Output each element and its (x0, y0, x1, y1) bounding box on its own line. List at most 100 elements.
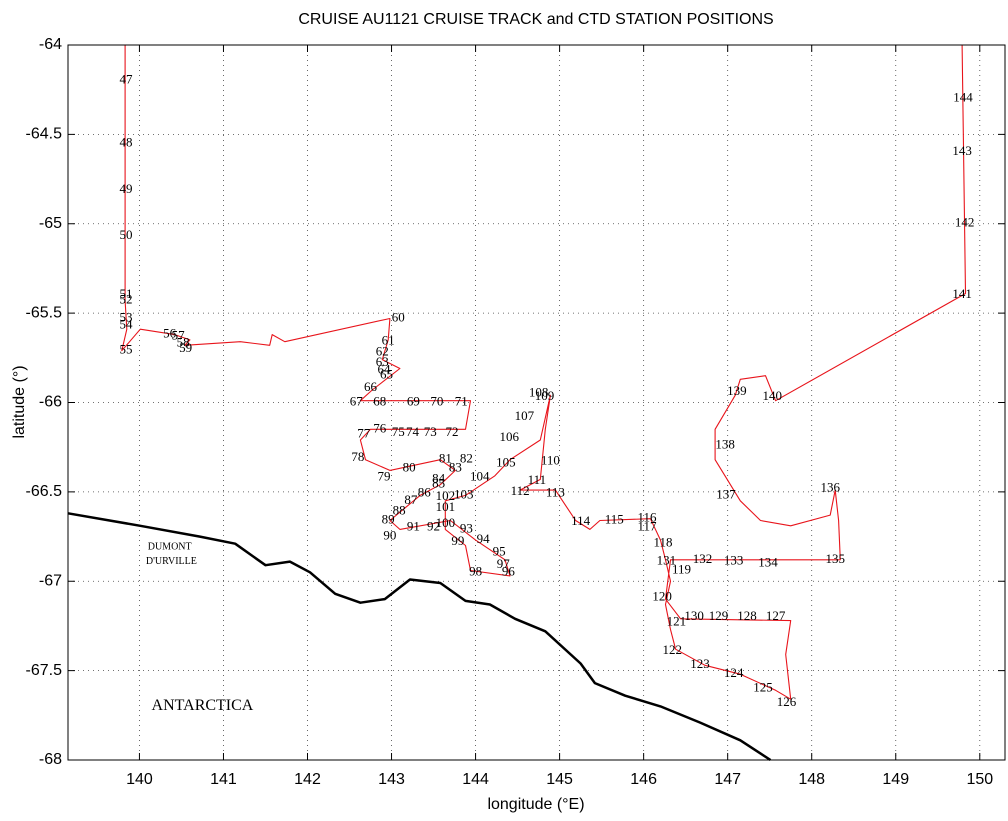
station-label: 134 (758, 554, 778, 569)
station-label: 92 (427, 519, 440, 534)
coastline (67, 512, 772, 762)
station-label: 84 (432, 470, 446, 485)
x-tick-label: 142 (294, 771, 321, 788)
station-label: 77 (357, 426, 371, 441)
station-label: 54 (119, 317, 133, 332)
station-label: 87 (404, 492, 418, 507)
station-label: 70 (430, 393, 443, 408)
station-label: 120 (652, 588, 672, 603)
station-label: 56 (163, 326, 177, 341)
place-label: D'URVILLE (146, 556, 197, 567)
station-label: 99 (451, 533, 464, 548)
station-label: 119 (672, 562, 691, 577)
place-label: ANTARCTICA (152, 697, 254, 714)
station-label: 123 (690, 656, 710, 671)
y-tick-label: -66 (39, 394, 62, 411)
station-label: 133 (724, 553, 744, 568)
station-label: 144 (953, 90, 973, 105)
station-label: 126 (777, 694, 797, 709)
station-label: 72 (446, 424, 459, 439)
station-label: 94 (477, 531, 491, 546)
station-label: 141 (952, 286, 972, 301)
station-label: 67 (350, 393, 364, 408)
y-tick-label: -64.5 (26, 126, 63, 143)
station-label: 140 (762, 388, 782, 403)
station-label: 138 (715, 436, 735, 451)
y-tick-label: -67 (39, 572, 62, 589)
station-label: 82 (460, 451, 473, 466)
station-label: 108 (529, 385, 549, 400)
station-label: 88 (393, 503, 406, 518)
station-label: 86 (418, 485, 432, 500)
station-label: 103 (454, 486, 474, 501)
y-tick-label: -65.5 (26, 304, 63, 321)
station-label: 90 (383, 528, 396, 543)
station-label: 83 (449, 460, 462, 475)
station-label: 61 (382, 333, 395, 348)
station-label: 75 (392, 424, 405, 439)
x-tick-label: 145 (546, 771, 573, 788)
station-label: 55 (119, 342, 132, 357)
station-label: 130 (684, 608, 704, 623)
station-label: 64 (377, 361, 391, 376)
station-label: 76 (373, 420, 387, 435)
station-label: 137 (716, 486, 736, 501)
station-label: 60 (392, 309, 405, 324)
station-label: 79 (377, 469, 390, 484)
station-label: 85 (432, 476, 445, 491)
station-label: 102 (436, 488, 456, 503)
y-tick-label: -66.5 (26, 483, 63, 500)
station-label: 105 (496, 454, 516, 469)
station-label: 58 (177, 334, 190, 349)
x-tick-label: 148 (798, 771, 825, 788)
station-label: 114 (571, 513, 591, 528)
station-label: 131 (657, 553, 677, 568)
station-label: 143 (952, 143, 972, 158)
station-label: 59 (179, 340, 192, 355)
station-label: 121 (667, 613, 687, 628)
station-label: 93 (460, 520, 473, 535)
station-label: 132 (693, 551, 713, 566)
y-tick-label: -64 (39, 36, 62, 53)
station-label: 73 (424, 424, 437, 439)
y-axis-label: latitude (°) (11, 365, 28, 438)
station-label: 106 (499, 429, 519, 444)
x-tick-label: 144 (462, 771, 489, 788)
station-label: 100 (436, 515, 456, 530)
station-label: 111 (528, 472, 547, 487)
station-label: 139 (727, 383, 747, 398)
place-label: DUMONT (148, 542, 192, 553)
y-tick-label: -67.5 (26, 662, 63, 679)
x-tick-label: 140 (126, 771, 153, 788)
station-label: 74 (406, 424, 420, 439)
station-label: 136 (820, 479, 840, 494)
station-label: 107 (515, 408, 535, 423)
plot-frame (67, 44, 1006, 761)
station-label: 71 (455, 393, 468, 408)
station-label: 110 (541, 452, 560, 467)
station-label: 128 (737, 608, 757, 623)
y-tick-label: -65 (39, 215, 62, 232)
station-label: 62 (376, 343, 389, 358)
station-label: 116 (637, 510, 657, 525)
station-label: 89 (382, 511, 395, 526)
station-label: 49 (119, 181, 132, 196)
station-label: 122 (662, 642, 682, 657)
station-label: 115 (605, 511, 624, 526)
cruise-track (121, 44, 967, 700)
station-label: 142 (955, 215, 975, 230)
station-label: 81 (439, 451, 452, 466)
station-label: 117 (637, 519, 657, 534)
station-label: 69 (407, 393, 420, 408)
chart-title: CRUISE AU1121 CRUISE TRACK and CTD STATI… (298, 11, 773, 28)
station-label: 57 (172, 327, 186, 342)
station-label: 63 (376, 354, 389, 369)
station-label: 47 (119, 72, 133, 87)
station-label: 113 (546, 485, 565, 500)
x-tick-label: 150 (966, 771, 993, 788)
station-label: 125 (753, 679, 773, 694)
station-label: 109 (535, 388, 555, 403)
station-label: 50 (119, 227, 132, 242)
station-label: 48 (119, 134, 132, 149)
